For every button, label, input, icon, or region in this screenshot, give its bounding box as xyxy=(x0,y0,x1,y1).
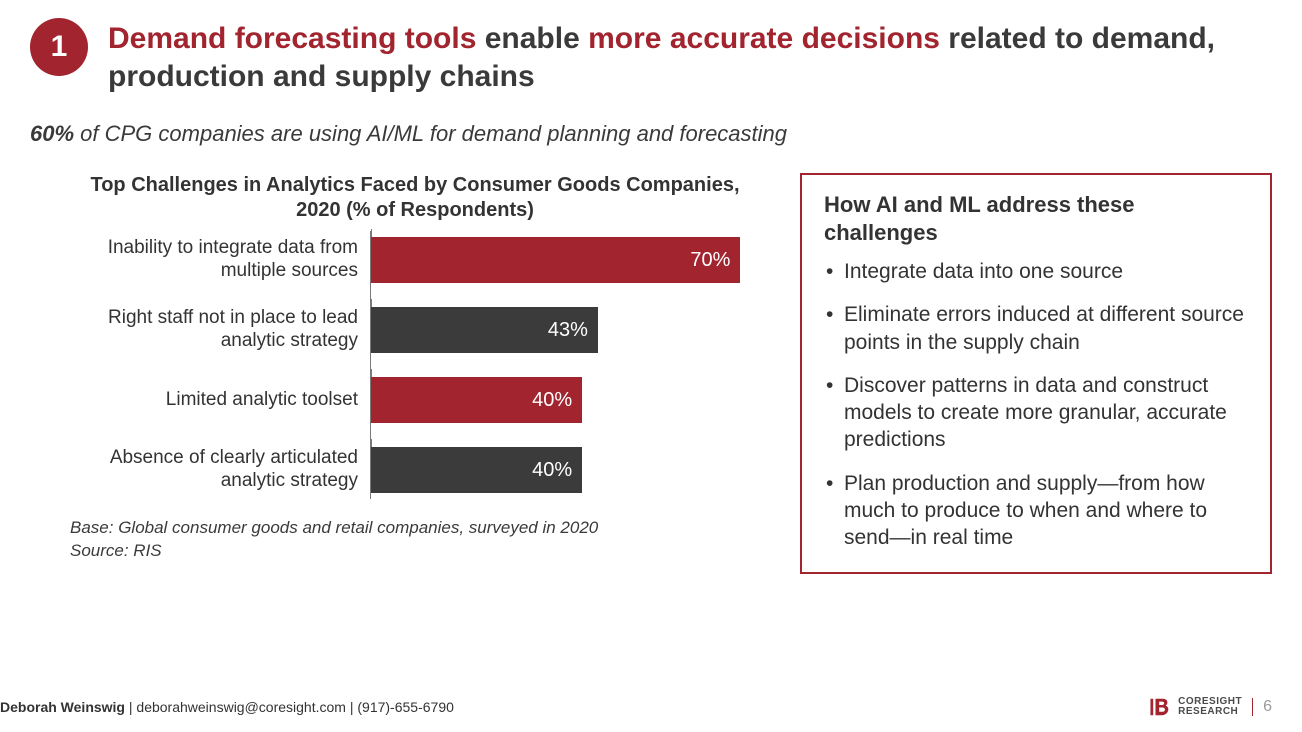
footer: Deborah Weinswig | deborahweinswig@cores… xyxy=(0,696,1302,718)
chart-row: Absence of clearly articulated analytic … xyxy=(70,447,760,493)
chart-note-base: Base: Global consumer goods and retail c… xyxy=(70,517,760,540)
footer-author: Deborah Weinswig xyxy=(0,699,125,715)
footer-contact: Deborah Weinswig | deborahweinswig@cores… xyxy=(0,699,454,715)
callout-list-item: Integrate data into one source xyxy=(824,258,1248,285)
header: 1 Demand forecasting tools enable more a… xyxy=(30,18,1272,95)
slide: 1 Demand forecasting tools enable more a… xyxy=(0,0,1302,732)
chart-row-label: Right staff not in place to lead analyti… xyxy=(70,307,370,353)
page-separator xyxy=(1252,698,1253,716)
subtitle-rest: of CPG companies are using AI/ML for dem… xyxy=(74,121,787,146)
coresight-logo-icon xyxy=(1150,696,1172,718)
bar: 40% xyxy=(371,377,582,423)
footer-right: CORESIGHT RESEARCH 6 xyxy=(1150,696,1272,718)
bar-track: 43% xyxy=(370,307,750,353)
chart-title: Top Challenges in Analytics Faced by Con… xyxy=(70,173,760,223)
chart-row-label: Absence of clearly articulated analytic … xyxy=(70,447,370,493)
chart-row: Inability to integrate data from multipl… xyxy=(70,237,760,283)
coresight-logo: CORESIGHT RESEARCH xyxy=(1150,696,1242,718)
logo-line2: RESEARCH xyxy=(1178,707,1242,718)
callout-title: How AI and ML address these challenges xyxy=(824,191,1248,246)
bar-track: 40% xyxy=(370,447,750,493)
subtitle-bold: 60% xyxy=(30,121,74,146)
page-number: 6 xyxy=(1263,698,1272,716)
bar-chart: Inability to integrate data from multipl… xyxy=(70,237,760,493)
axis-tick xyxy=(371,299,372,307)
footer-sep-1: | xyxy=(125,699,136,715)
footer-phone: (917)-655-6790 xyxy=(357,699,454,715)
coresight-logo-text: CORESIGHT RESEARCH xyxy=(1178,697,1242,718)
axis-tick xyxy=(371,229,372,237)
chart-note-source: Source: RIS xyxy=(70,540,760,563)
bar: 70% xyxy=(371,237,740,283)
footer-email: deborahweinswig@coresight.com xyxy=(136,699,346,715)
chart-row: Right staff not in place to lead analyti… xyxy=(70,307,760,353)
bar: 43% xyxy=(371,307,598,353)
callout-list-item: Plan production and supply—from how much… xyxy=(824,470,1248,552)
title-accent-1: Demand forecasting tools xyxy=(108,22,476,55)
title-accent-2: more accurate decisions xyxy=(588,22,940,55)
title-dark-1: enable xyxy=(476,22,588,55)
axis-tick xyxy=(371,369,372,377)
chart-row: Limited analytic toolset40% xyxy=(70,377,760,423)
bar: 40% xyxy=(371,447,582,493)
subtitle: 60% of CPG companies are using AI/ML for… xyxy=(30,121,1272,147)
chart-footnote: Base: Global consumer goods and retail c… xyxy=(70,517,760,563)
chart-row-label: Limited analytic toolset xyxy=(70,389,370,412)
slide-title: Demand forecasting tools enable more acc… xyxy=(108,18,1272,95)
bar-track: 70% xyxy=(370,237,750,283)
body: Top Challenges in Analytics Faced by Con… xyxy=(30,173,1272,574)
bar-track: 40% xyxy=(370,377,750,423)
callout-list: Integrate data into one source Eliminate … xyxy=(824,258,1248,552)
slide-number-badge: 1 xyxy=(30,18,88,76)
chart-panel: Top Challenges in Analytics Faced by Con… xyxy=(30,173,760,574)
callout-box: How AI and ML address these challenges I… xyxy=(800,173,1272,574)
footer-sep-2: | xyxy=(346,699,357,715)
axis-tick xyxy=(371,439,372,447)
callout-list-item: Eliminate errors induced at different so… xyxy=(824,301,1248,356)
callout-list-item: Discover patterns in data and construct … xyxy=(824,372,1248,454)
chart-row-label: Inability to integrate data from multipl… xyxy=(70,237,370,283)
callout-panel: How AI and ML address these challenges I… xyxy=(800,173,1272,574)
